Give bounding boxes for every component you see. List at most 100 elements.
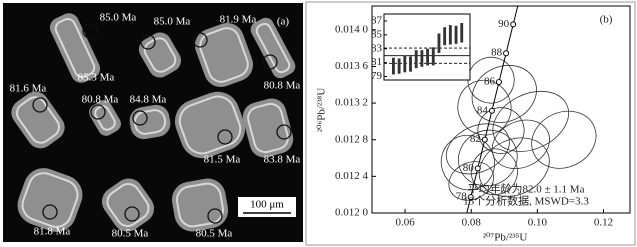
concordia-age: 90 [498, 18, 510, 30]
y-tick-label: 0.012 4 [335, 170, 369, 182]
error-ellipse [440, 134, 495, 191]
analysis-spot [32, 97, 48, 113]
panel-label: (b) [600, 14, 613, 26]
y-tick-label: 0.013 6 [335, 60, 369, 72]
inset-tick-label: 83 [371, 42, 383, 54]
crystal [49, 13, 101, 83]
crystal [17, 168, 83, 232]
error-ellipse [471, 64, 537, 123]
error-ellipse [470, 148, 518, 196]
error-ellipse [445, 123, 510, 175]
crystal-zoning [143, 37, 177, 73]
error-ellipse [478, 137, 550, 197]
y-axis-label: ²⁰⁶Pb/²³⁸U [316, 88, 328, 133]
analysis-spot [82, 23, 98, 39]
error-ellipse [448, 161, 494, 201]
inset-age-bar [437, 33, 441, 53]
age-label: 81.6 Ma [10, 83, 47, 95]
age-label: 84.8 Ma [130, 94, 167, 106]
analysis-spot [140, 34, 156, 50]
concordia-panel: 0.06 0.08 0.10 0.12 0.012 0 0.012 4 0.012 8 0.0… [305, 1, 636, 246]
inset-age-bar [460, 23, 464, 43]
crystal-zoning [106, 183, 150, 227]
inset-age-bar [420, 50, 424, 67]
panel-label: (a) [277, 16, 290, 28]
concordia-age: 84 [477, 104, 489, 116]
error-ellipse [467, 56, 515, 104]
concordia-point [488, 107, 495, 114]
inset-tick-label: 85 [371, 28, 383, 40]
crystal [171, 178, 229, 232]
inset-age-bar [448, 25, 452, 45]
age-label: 85.3 Ma [78, 72, 115, 84]
age-label: 81.5 Ma [204, 154, 241, 166]
y-tick-label: 0.013 2 [335, 97, 368, 109]
concordia-point [467, 194, 474, 201]
age-label: 85.0 Ma [154, 16, 191, 28]
age-label: 80.5 Ma [196, 228, 233, 240]
crystal-zoning [21, 172, 79, 228]
concordia-age: 82 [470, 133, 481, 145]
x-tick-label: 0.08 [462, 217, 482, 229]
analysis-spot [124, 206, 140, 222]
crystals: 85.0 Ma 85.0 Ma 81.9 Ma 85.3 Ma 81.6 Ma 80.8 … [10, 12, 301, 240]
analysis-spot [262, 54, 278, 70]
inset-age-bar [431, 47, 435, 66]
inset-age-bar [409, 56, 412, 72]
error-ellipse [457, 79, 512, 136]
crystal [250, 17, 296, 79]
crystal-zoning [199, 27, 249, 83]
x-axis-label: ²⁰⁷Pb/²³⁵U [483, 232, 528, 244]
inset-frame [383, 13, 471, 81]
age-label: 80.8 Ma [82, 94, 119, 106]
concordia-age: 80 [463, 162, 475, 174]
analysis-spot [90, 104, 106, 120]
age-label: 81.9 Ma [220, 14, 257, 26]
age-label: 80.8 Ma [264, 80, 301, 92]
concordia-age: 86 [484, 76, 496, 88]
x-tick-label: 0.12 [594, 217, 613, 229]
inset-age-bar [454, 25, 458, 44]
scale-label: 100 μm [250, 199, 284, 211]
crystal-zoning [54, 18, 96, 78]
y-tick-label: 0.012 8 [335, 133, 369, 145]
crystal-zoning [255, 22, 291, 74]
crystal-zoning [94, 105, 116, 131]
concordia-point [474, 165, 481, 172]
error-ellipse [531, 110, 597, 169]
scale-box [238, 197, 296, 217]
inset-age-bar [414, 50, 418, 69]
concordia-point [481, 136, 488, 143]
crystal-zoning [178, 95, 242, 155]
x-tick-label: 0.06 [395, 217, 415, 229]
analysis-spot [42, 204, 58, 220]
x-tick-label: 0.10 [528, 217, 548, 229]
crystal [174, 91, 246, 159]
concordia-age: 78 [456, 191, 468, 203]
analysis-spot [276, 124, 292, 140]
inset-age-bar [443, 27, 447, 46]
concordia-point [495, 79, 502, 86]
concordia-point [503, 50, 510, 57]
crystal-zoning [16, 96, 60, 144]
y-tick-label: 0.014 0 [335, 23, 369, 35]
inset-tick-label: 81 [371, 56, 382, 68]
analysis-spot [217, 129, 233, 145]
inset-age-bar [403, 55, 407, 73]
analysis-spot [132, 110, 148, 126]
analysis-spot [207, 208, 223, 224]
inset-age-bar [392, 57, 395, 75]
crystal-zoning [133, 109, 167, 135]
inset-age-bar [397, 58, 401, 74]
plot-frame [371, 5, 631, 214]
crystal [11, 91, 65, 149]
age-label: 80.5 Ma [112, 228, 149, 240]
crystal-zoning [176, 182, 224, 228]
concordia-age: 88 [491, 47, 503, 59]
age-label: 83.8 Ma [264, 154, 301, 166]
inset-tick-label: 87 [371, 14, 383, 26]
inset-tick-label: 79 [371, 70, 383, 82]
annotation: 平均年龄为82.0 ± 1.1 Ma [468, 182, 585, 196]
concordia-point [510, 21, 517, 28]
